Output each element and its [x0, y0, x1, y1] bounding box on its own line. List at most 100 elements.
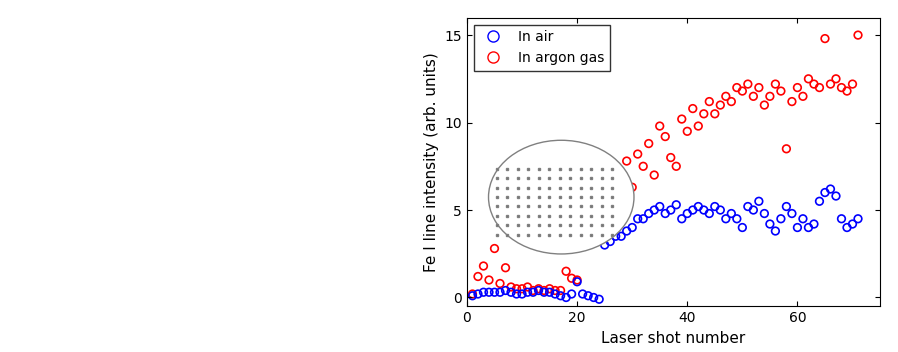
Point — [708, 204, 722, 209]
Point — [542, 289, 557, 295]
Point — [850, 216, 865, 222]
Point — [520, 289, 534, 295]
Point — [641, 141, 656, 146]
Point — [664, 155, 678, 161]
Point — [752, 199, 766, 204]
Point — [845, 81, 859, 87]
Point — [735, 88, 750, 94]
Point — [614, 181, 629, 187]
Point — [476, 289, 490, 295]
X-axis label: Laser shot number: Laser shot number — [602, 331, 745, 346]
Point — [840, 88, 854, 94]
Point — [685, 207, 700, 213]
Point — [559, 269, 573, 274]
Point — [565, 275, 579, 281]
Point — [559, 295, 573, 300]
Point — [713, 102, 727, 108]
Point — [762, 221, 777, 227]
Point — [674, 116, 689, 122]
Point — [482, 277, 497, 283]
Point — [592, 296, 606, 302]
Point — [488, 289, 502, 295]
Point — [537, 289, 551, 295]
Point — [746, 207, 761, 213]
Point — [532, 286, 546, 291]
Point — [625, 225, 639, 230]
Point — [790, 85, 805, 90]
Point — [471, 291, 485, 297]
Point — [813, 85, 827, 90]
Point — [493, 281, 507, 286]
Point — [845, 221, 859, 227]
Point — [636, 163, 650, 169]
Point — [724, 211, 738, 216]
Point — [779, 204, 794, 209]
Point — [674, 216, 689, 222]
Point — [680, 211, 694, 216]
Point — [576, 291, 590, 297]
Point — [840, 225, 854, 230]
Point — [785, 99, 799, 105]
Point — [498, 265, 513, 271]
Point — [801, 76, 815, 82]
Point — [806, 81, 821, 87]
Point — [818, 36, 832, 42]
Point — [504, 284, 518, 290]
Point — [542, 286, 557, 291]
Point — [565, 291, 579, 297]
Point — [653, 204, 667, 209]
Point — [813, 199, 827, 204]
Point — [718, 216, 733, 222]
Point — [482, 289, 497, 295]
Point — [476, 263, 490, 269]
Point — [509, 291, 524, 297]
Point — [625, 184, 639, 190]
Point — [664, 207, 678, 213]
Point — [718, 94, 733, 99]
Point — [553, 288, 568, 293]
Point — [702, 99, 717, 105]
Point — [834, 216, 849, 222]
Point — [647, 172, 662, 178]
Point — [603, 239, 617, 244]
Point — [669, 163, 683, 169]
Point — [548, 288, 562, 293]
Point — [785, 211, 799, 216]
Point — [768, 81, 782, 87]
Point — [620, 228, 634, 234]
Point — [680, 128, 694, 134]
Point — [581, 293, 595, 298]
Ellipse shape — [489, 140, 634, 254]
Point — [581, 228, 595, 234]
Point — [532, 288, 546, 293]
Point — [796, 216, 810, 222]
Point — [757, 211, 771, 216]
Point — [790, 225, 805, 230]
Point — [685, 106, 700, 111]
Point — [823, 186, 838, 192]
Point — [823, 81, 838, 87]
Point — [818, 190, 832, 195]
Point — [658, 211, 673, 216]
Point — [592, 211, 606, 216]
Point — [488, 246, 502, 251]
Point — [609, 233, 623, 239]
Point — [850, 32, 865, 38]
Point — [630, 216, 645, 222]
Point — [526, 289, 541, 295]
Point — [553, 293, 568, 298]
Point — [691, 123, 706, 129]
Point — [597, 242, 612, 248]
Point — [504, 289, 518, 295]
Point — [586, 295, 601, 300]
Point — [614, 233, 629, 239]
Point — [597, 176, 612, 181]
Point — [697, 111, 711, 117]
Point — [509, 286, 524, 291]
Point — [465, 291, 480, 297]
Point — [757, 102, 771, 108]
Point — [774, 216, 788, 222]
Point — [746, 94, 761, 99]
Point — [636, 216, 650, 222]
Point — [520, 284, 534, 290]
